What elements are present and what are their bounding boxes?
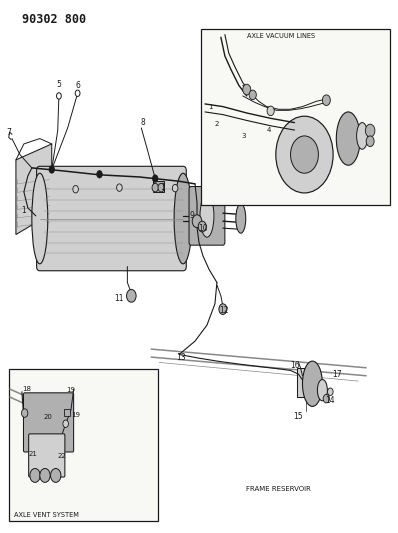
Ellipse shape [336,112,360,165]
Ellipse shape [236,204,246,233]
Text: 18: 18 [23,386,31,392]
Circle shape [291,136,318,173]
Text: FRAME RESERVOIR: FRAME RESERVOIR [246,486,311,492]
Text: 9: 9 [190,212,195,220]
Text: 1: 1 [21,206,25,215]
FancyBboxPatch shape [29,434,65,477]
Text: 12: 12 [219,306,229,314]
Text: 11: 11 [115,294,124,303]
Polygon shape [16,144,52,235]
Circle shape [365,124,375,137]
Bar [153,181,164,192]
Text: 1: 1 [208,103,213,110]
Circle shape [219,304,227,314]
Circle shape [249,90,256,100]
Circle shape [328,388,333,395]
Text: 19: 19 [66,387,75,393]
Circle shape [75,90,80,96]
Circle shape [152,183,158,192]
Text: 13: 13 [176,353,186,361]
Ellipse shape [318,379,327,401]
Circle shape [63,420,68,427]
Text: 90302 800: 90302 800 [22,13,86,26]
Circle shape [192,215,202,228]
Circle shape [323,394,330,403]
Circle shape [198,221,206,232]
Bar [297,368,318,397]
Text: 10: 10 [198,224,208,232]
Circle shape [73,185,78,193]
Text: 7: 7 [6,128,11,136]
Text: 19: 19 [71,411,80,418]
Circle shape [152,175,158,182]
Text: 6: 6 [75,81,80,90]
FancyBboxPatch shape [23,393,74,452]
Ellipse shape [32,173,48,264]
Ellipse shape [174,173,192,264]
Circle shape [158,183,164,192]
Text: AXLE VACUUM LINES: AXLE VACUUM LINES [247,33,315,39]
Circle shape [366,136,374,147]
Text: 1: 1 [160,183,165,192]
Bar [64,409,70,416]
Text: 14: 14 [325,397,334,405]
Text: 8: 8 [141,118,146,127]
Text: 20: 20 [43,414,52,420]
Bar [9,369,158,521]
Text: AXLE VENT SYSTEM: AXLE VENT SYSTEM [14,512,79,518]
Circle shape [40,469,50,482]
FancyBboxPatch shape [37,166,186,271]
Ellipse shape [302,361,322,406]
Circle shape [57,93,61,99]
Circle shape [51,469,61,482]
Text: 3: 3 [241,133,246,139]
Circle shape [267,106,274,116]
Circle shape [97,171,102,178]
Circle shape [21,409,28,417]
Text: 17: 17 [333,370,342,378]
Circle shape [172,184,178,192]
Circle shape [322,95,330,106]
Ellipse shape [357,123,368,149]
Ellipse shape [200,195,214,237]
Text: 16: 16 [290,361,299,369]
Circle shape [30,469,40,482]
Circle shape [49,166,55,173]
Text: 15: 15 [293,413,302,421]
Circle shape [117,184,122,191]
Text: 5: 5 [57,80,61,88]
FancyBboxPatch shape [189,187,225,245]
Text: 21: 21 [28,451,37,457]
Circle shape [127,289,136,302]
Text: 22: 22 [57,453,66,459]
Circle shape [276,116,333,193]
Text: 2: 2 [215,120,219,127]
Circle shape [243,84,251,95]
Bar [201,29,390,205]
Text: 4: 4 [267,127,271,133]
